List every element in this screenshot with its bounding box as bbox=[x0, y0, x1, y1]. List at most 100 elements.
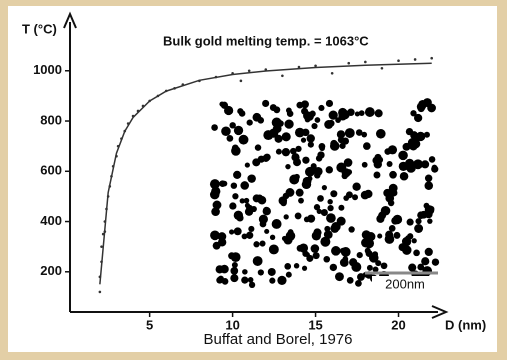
particle bbox=[302, 266, 307, 271]
particle bbox=[286, 272, 292, 278]
particle bbox=[399, 243, 407, 251]
particle bbox=[359, 110, 365, 116]
source-caption: Buffat and Borel, 1976 bbox=[203, 331, 352, 348]
particle bbox=[349, 258, 357, 266]
particle bbox=[248, 226, 254, 232]
particle bbox=[403, 143, 411, 151]
particle bbox=[314, 172, 321, 179]
particle bbox=[335, 272, 344, 281]
particle bbox=[296, 102, 303, 109]
particle bbox=[363, 142, 371, 150]
particle bbox=[258, 269, 264, 275]
particle bbox=[273, 246, 278, 251]
particle bbox=[257, 117, 264, 124]
particle bbox=[240, 181, 249, 190]
x-tick-label: 20 bbox=[391, 317, 405, 332]
data-point bbox=[381, 67, 384, 70]
particle bbox=[251, 206, 257, 212]
particle bbox=[302, 157, 309, 164]
particle bbox=[339, 143, 345, 149]
particle bbox=[408, 263, 416, 271]
particle bbox=[405, 235, 411, 241]
particle bbox=[427, 104, 436, 113]
particle bbox=[362, 162, 368, 168]
particle bbox=[263, 154, 270, 161]
particle bbox=[319, 145, 325, 151]
particle bbox=[287, 110, 294, 117]
particle bbox=[342, 168, 351, 177]
particle bbox=[272, 219, 282, 229]
particle bbox=[255, 144, 261, 150]
y-tick-label: 800 bbox=[40, 112, 62, 127]
particle bbox=[270, 104, 277, 111]
particle bbox=[317, 151, 324, 158]
chart: T (°C) D (nm) Bulk gold melting temp. = … bbox=[0, 0, 507, 360]
particle bbox=[429, 206, 435, 212]
particle bbox=[340, 248, 346, 254]
particle bbox=[307, 134, 315, 142]
particle bbox=[324, 120, 333, 129]
particle bbox=[247, 119, 253, 125]
particle bbox=[211, 124, 218, 131]
particle bbox=[276, 149, 282, 155]
particle bbox=[387, 161, 393, 167]
particle bbox=[313, 229, 321, 237]
particle bbox=[230, 267, 238, 275]
particle bbox=[352, 183, 360, 191]
particle bbox=[327, 199, 332, 204]
particle bbox=[342, 256, 348, 262]
particle bbox=[284, 263, 291, 270]
particle bbox=[307, 215, 315, 223]
particle bbox=[329, 111, 338, 120]
particle bbox=[284, 119, 293, 128]
annotation: Bulk gold melting temp. = 1063°C bbox=[163, 33, 369, 48]
particle bbox=[231, 146, 241, 156]
particle bbox=[239, 135, 249, 145]
particle bbox=[348, 226, 354, 232]
micrograph-inset bbox=[210, 98, 440, 290]
particle bbox=[219, 180, 226, 187]
particle bbox=[301, 137, 306, 142]
particle bbox=[282, 132, 291, 141]
particle bbox=[285, 164, 290, 169]
data-point bbox=[100, 245, 103, 248]
data-point bbox=[414, 58, 417, 61]
particle bbox=[343, 195, 349, 201]
particle bbox=[330, 264, 337, 271]
particle bbox=[253, 256, 263, 266]
particle bbox=[327, 205, 333, 211]
data-point bbox=[430, 57, 433, 60]
data-point bbox=[240, 80, 243, 83]
particle bbox=[413, 250, 420, 257]
particle bbox=[394, 232, 401, 239]
x-tick-label: 5 bbox=[146, 317, 153, 332]
particle bbox=[355, 280, 362, 287]
particle bbox=[260, 241, 266, 247]
particle bbox=[317, 195, 324, 202]
particle bbox=[424, 132, 430, 138]
particle bbox=[321, 209, 328, 216]
particle bbox=[216, 277, 223, 284]
particle bbox=[290, 148, 297, 155]
particle bbox=[227, 135, 234, 142]
particle bbox=[221, 126, 231, 136]
x-tick-label: 10 bbox=[225, 317, 239, 332]
particle bbox=[294, 263, 299, 268]
particle bbox=[230, 274, 238, 282]
particle bbox=[295, 213, 302, 220]
particle bbox=[275, 135, 283, 143]
particle bbox=[367, 265, 373, 271]
particle bbox=[400, 172, 409, 181]
particle bbox=[323, 256, 330, 263]
particle bbox=[270, 235, 275, 240]
particle bbox=[425, 248, 433, 256]
particle bbox=[425, 175, 432, 182]
particle bbox=[412, 138, 419, 145]
particle bbox=[234, 211, 243, 220]
particle bbox=[311, 244, 320, 253]
particle bbox=[313, 252, 320, 259]
particle bbox=[357, 252, 363, 258]
particle bbox=[211, 231, 218, 238]
particle bbox=[331, 222, 340, 231]
particle bbox=[253, 194, 261, 202]
